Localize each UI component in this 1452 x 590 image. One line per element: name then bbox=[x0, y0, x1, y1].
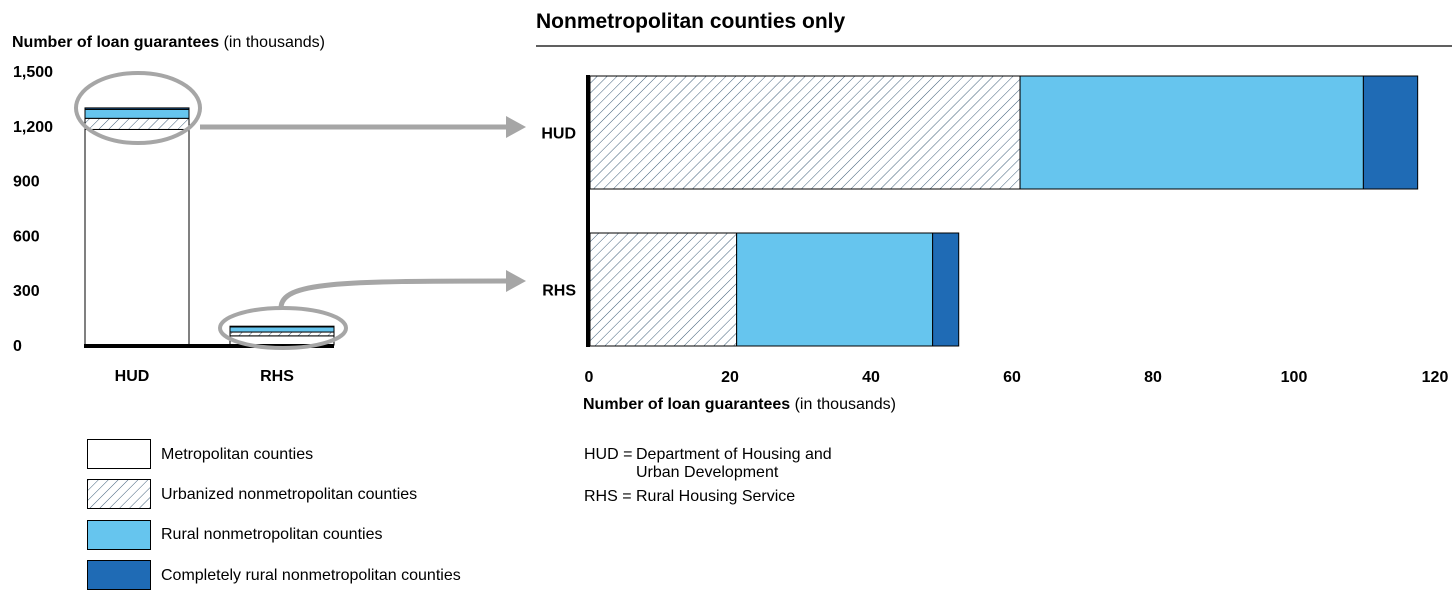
left-x-tick-labels: HUD RHS bbox=[115, 368, 295, 385]
right-bar-hud-rural bbox=[1019, 75, 1364, 190]
left-y-axis-label: Number of loan guarantees (in thousands) bbox=[12, 34, 325, 51]
right-category-labels: HUD RHS bbox=[541, 126, 576, 300]
right-x-axis-label: Number of loan guarantees (in thousands) bbox=[583, 396, 896, 413]
right-x-tick-label: 40 bbox=[862, 369, 880, 386]
abbr-rhs: RHS = Rural Housing Service bbox=[584, 488, 795, 506]
right-bar-rhs-urbanized bbox=[589, 232, 738, 347]
right-x-tick-label: 100 bbox=[1281, 369, 1308, 386]
left-bar-rhs-rural bbox=[229, 326, 335, 333]
hud-connector-arrowhead bbox=[506, 116, 526, 138]
left-bar-rhs-completely-rural bbox=[229, 325, 335, 328]
abbr-hud-line2: Urban Development bbox=[636, 464, 779, 481]
right-chart-title: Nonmetropolitan counties only bbox=[536, 10, 845, 33]
legend-label-metropolitan: Metropolitan counties bbox=[161, 446, 314, 463]
left-y-tick-label: 900 bbox=[13, 174, 40, 191]
legend-swatch-completely-rural bbox=[87, 560, 151, 590]
legend-label-urbanized: Urbanized nonmetropolitan counties bbox=[161, 486, 418, 503]
legend-label-rural: Rural nonmetropolitan counties bbox=[161, 526, 383, 543]
right-category-label: RHS bbox=[542, 283, 576, 300]
left-y-tick-labels: 0 300 600 900 1,200 1,500 bbox=[13, 64, 53, 355]
right-category-label: HUD bbox=[541, 126, 576, 143]
left-y-tick-label: 300 bbox=[13, 283, 40, 300]
right-x-tick-labels: 0 20 40 60 80 100 120 bbox=[585, 369, 1449, 386]
rhs-connector-arrow bbox=[278, 278, 509, 309]
right-bar-rhs-completely-rural bbox=[932, 232, 960, 347]
left-bar-hud-metropolitan bbox=[84, 128, 190, 346]
right-x-tick-label: 0 bbox=[585, 369, 594, 386]
legend-swatch-rural bbox=[87, 520, 151, 550]
left-y-tick-label: 1,500 bbox=[13, 64, 53, 81]
legend-swatch-metropolitan bbox=[87, 439, 151, 469]
right-x-tick-label: 120 bbox=[1422, 369, 1449, 386]
abbr-rhs-line1: Rural Housing Service bbox=[636, 488, 796, 505]
left-y-tick-label: 0 bbox=[13, 338, 22, 355]
left-bar-hud-rural bbox=[84, 108, 190, 119]
abbr-hud-key: HUD = bbox=[584, 446, 633, 463]
left-y-tick-label: 1,200 bbox=[13, 119, 53, 136]
right-bar-hud-urbanized bbox=[589, 75, 1021, 190]
left-bar-hud-urbanized bbox=[84, 117, 190, 130]
legend-swatch-urbanized bbox=[87, 479, 151, 509]
left-bar-rhs-urbanized bbox=[229, 331, 335, 337]
abbr-rhs-key: RHS = bbox=[584, 488, 632, 505]
right-x-tick-label: 20 bbox=[721, 369, 739, 386]
legend-label-completely-rural: Completely rural nonmetropolitan countie… bbox=[161, 567, 461, 584]
right-x-tick-label: 80 bbox=[1144, 369, 1162, 386]
right-stacked-bars bbox=[589, 75, 1419, 347]
rhs-connector-arrowhead bbox=[506, 270, 526, 292]
right-bar-hud-completely-rural bbox=[1362, 75, 1419, 190]
hud-highlight-ellipse bbox=[74, 71, 202, 145]
left-y-tick-label: 600 bbox=[13, 228, 40, 245]
left-x-tick-label: HUD bbox=[115, 368, 150, 385]
right-x-tick-label: 60 bbox=[1003, 369, 1021, 386]
abbr-hud: HUD = Department of Housing and Urban Dev… bbox=[584, 446, 832, 482]
left-bar-hud-completely-rural bbox=[84, 107, 190, 110]
right-bar-rhs-rural bbox=[736, 232, 934, 347]
abbr-hud-line1: Department of Housing and bbox=[636, 446, 832, 463]
left-x-tick-label: RHS bbox=[260, 368, 294, 385]
